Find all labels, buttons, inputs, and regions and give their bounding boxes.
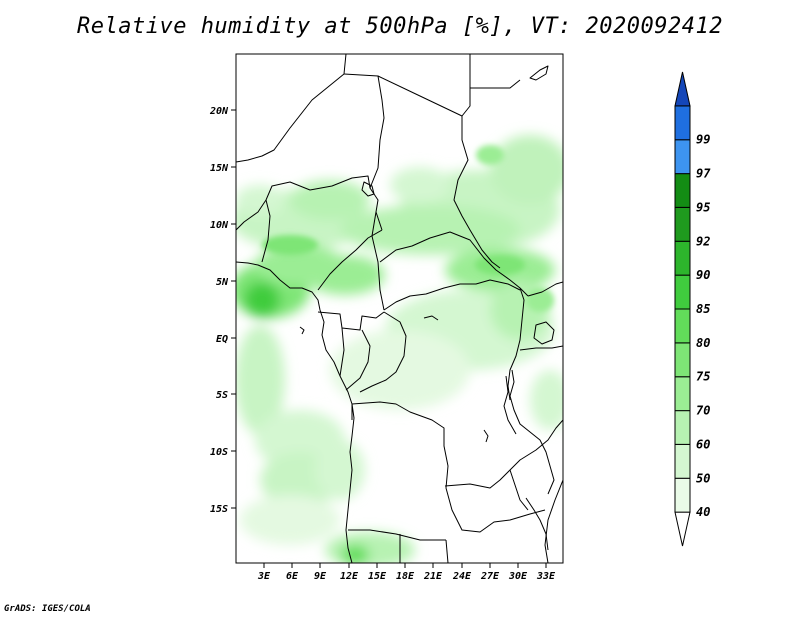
lon-label: 15E — [368, 571, 387, 582]
colorbar-label: 90 — [696, 268, 710, 282]
colorbar-label: 95 — [696, 200, 710, 214]
colorbar-segments — [674, 71, 691, 547]
lon-label: 27E — [480, 571, 500, 582]
lon-label: 12E — [340, 571, 359, 582]
lat-label: 10N — [210, 220, 229, 231]
lon-label: 30E — [508, 571, 528, 582]
lon-label: 3E — [257, 571, 271, 582]
lon-label: 9E — [314, 571, 327, 582]
colorbar: 40 50 60 70 75 80 85 90 92 95 97 99 — [674, 71, 711, 547]
colorbar-label: 40 — [696, 505, 710, 519]
lon-label: 6E — [286, 571, 299, 582]
lon-label: 21E — [423, 571, 443, 582]
colorbar-label: 99 — [696, 133, 710, 147]
colorbar-segment — [674, 274, 691, 310]
colorbar-segment — [674, 410, 691, 445]
lat-label: 5S — [216, 390, 228, 401]
lat-label: 15S — [210, 504, 228, 515]
lon-label: 33E — [536, 571, 556, 582]
colorbar-label: 92 — [696, 234, 710, 248]
longitude-axis: 3E 6E 9E 12E 15E 18E 21E 24E 27E 30E 33E — [257, 563, 556, 582]
map-frame — [235, 53, 564, 564]
colorbar-segment — [674, 206, 691, 242]
colorbar-label: 50 — [696, 471, 710, 485]
lon-label: 24E — [452, 571, 472, 582]
grads-credit: GrADS: IGES/COLA — [4, 604, 91, 614]
colorbar-label: 60 — [696, 437, 710, 451]
colorbar-segment — [674, 511, 691, 547]
map-title: Relative humidity at 500hPa [%], VT: 202… — [76, 14, 724, 39]
colorbar-label: 70 — [696, 404, 710, 418]
humidity-shading — [236, 135, 563, 563]
colorbar-label: 97 — [696, 167, 711, 181]
lon-label: 18E — [396, 571, 415, 582]
lat-label: 15N — [210, 163, 229, 174]
colorbar-segment — [674, 240, 691, 276]
colorbar-segment — [674, 71, 691, 107]
colorbar-labels: 40 50 60 70 75 80 85 90 92 95 97 99 — [696, 133, 711, 519]
lat-label: 10S — [210, 447, 228, 458]
colorbar-segment — [674, 105, 691, 141]
colorbar-segment — [674, 376, 691, 412]
colorbar-label: 85 — [696, 302, 710, 316]
colorbar-label: 75 — [696, 370, 710, 384]
colorbar-segment — [674, 173, 691, 208]
colorbar-segment — [674, 139, 691, 175]
colorbar-segment — [674, 477, 691, 513]
lat-label: 5N — [216, 277, 229, 288]
lat-label: 20N — [209, 106, 229, 117]
country-boundaries — [236, 54, 563, 563]
latitude-axis: 20N 15N 10N 5N EQ 5S 10S 15S — [209, 106, 236, 515]
colorbar-segment — [674, 443, 691, 479]
colorbar-segment — [674, 308, 691, 344]
colorbar-label: 80 — [696, 336, 710, 350]
colorbar-segment — [674, 342, 691, 378]
lat-label: EQ — [216, 334, 228, 345]
